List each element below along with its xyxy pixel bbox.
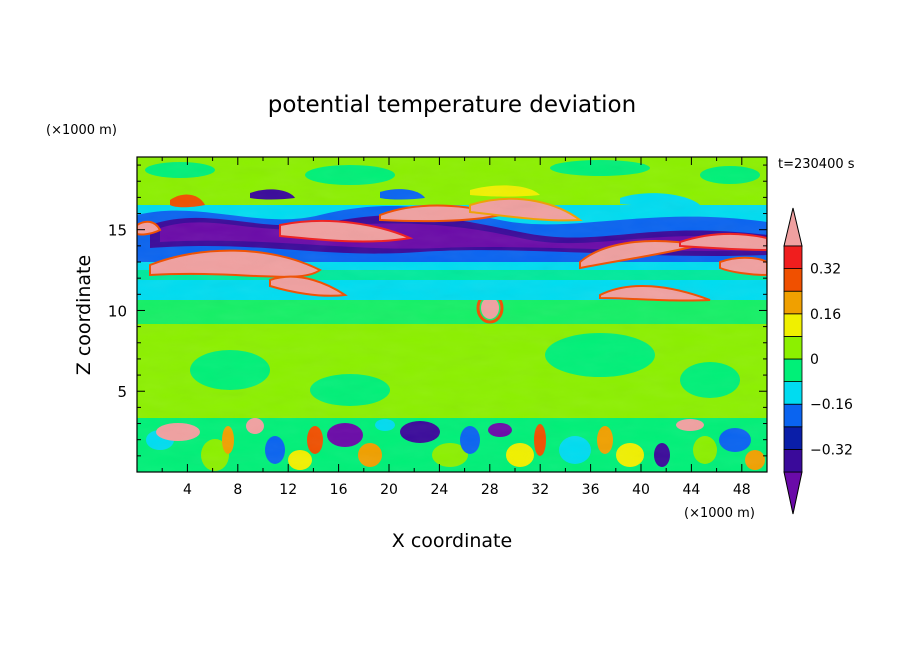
x-tick-label: 12 [279,482,297,498]
colorbar-bin [783,290,803,315]
y-tick-label: 10 [108,302,127,320]
colorbar-bin [783,268,803,292]
colorbar-bin [783,448,803,473]
x-unit-label: (×1000 m) [684,506,755,521]
x-tick-label: 8 [233,482,242,498]
y-tick-label: 15 [108,222,127,240]
x-tick-label: 20 [380,482,398,498]
colorbar-bin [783,245,803,270]
y-axis-label: Z coordinate [73,255,95,375]
colorbar-label: 0.16 [810,307,841,323]
x-tick-label: 28 [481,482,499,498]
x-axis-label: X coordinate [392,530,512,552]
y-tick-label: 5 [117,383,127,401]
colorbar-label: −0.16 [810,397,853,413]
chart-title: potential temperature deviation [268,92,636,118]
colorbar-label: 0 [810,352,819,368]
colorbar-bin [783,358,803,383]
x-tick-label: 16 [330,482,348,498]
colorbar-extend-bottom [783,471,803,515]
x-tick-label: 48 [733,482,751,498]
y-axis-ticks: 5 10 15 [108,164,767,457]
colorbar-label: 0.32 [810,262,841,278]
x-axis-ticks: 4 8 12 16 20 24 28 32 36 40 44 48 [161,157,751,498]
colorbar-bin [783,381,803,405]
colorbar-bin [783,313,803,337]
x-tick-label: 36 [582,482,600,498]
x-tick-label: 44 [682,482,700,498]
colorbar-extend-top [783,207,803,247]
contour-field [137,157,767,472]
colorbar: 0.32 0.16 0 −0.16 −0.32 [783,207,853,515]
x-tick-label: 32 [531,482,549,498]
time-label: t=230400 s [778,157,855,172]
x-tick-label: 4 [183,482,192,498]
plot-frame [136,156,768,473]
colorbar-bin [783,426,803,450]
x-tick-label: 40 [632,482,650,498]
colorbar-bin [783,335,803,360]
colorbar-bin [783,403,803,428]
y-unit-label: (×1000 m) [46,123,117,138]
colorbar-label: −0.32 [810,442,853,458]
x-tick-label: 24 [430,482,448,498]
